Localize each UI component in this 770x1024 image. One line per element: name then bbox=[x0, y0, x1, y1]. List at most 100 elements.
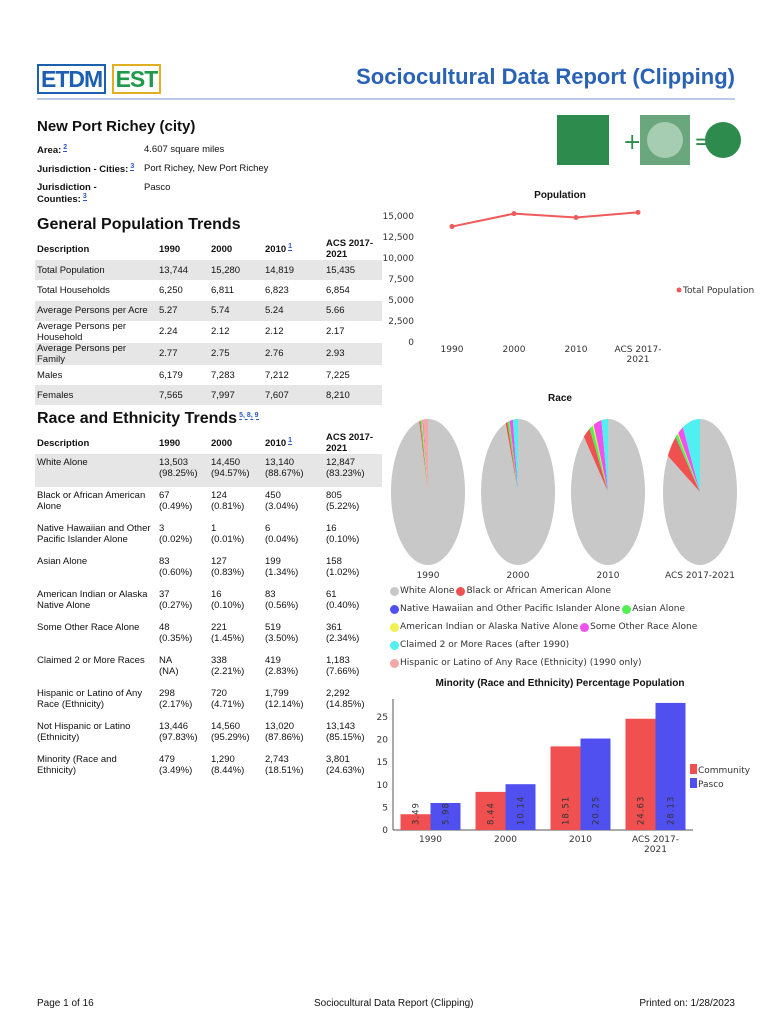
reference[interactable]: 5, 8, 9 bbox=[239, 411, 259, 420]
legend-swatch bbox=[390, 641, 399, 650]
info-row: Area: 2 4.607 square miles bbox=[37, 144, 268, 163]
cell-value: Black or African American Alone bbox=[37, 490, 146, 512]
reference[interactable]: 1 bbox=[288, 436, 293, 445]
legend-swatch bbox=[622, 605, 632, 614]
legend-swatch bbox=[690, 778, 697, 788]
value-label: 18.51 bbox=[562, 796, 572, 825]
cell-text: Average Persons per Household bbox=[37, 320, 127, 343]
pie-slice bbox=[589, 425, 608, 492]
bar bbox=[400, 814, 431, 830]
table-cell: 450 (3.04%) bbox=[263, 487, 324, 520]
svg-text:=: = bbox=[694, 130, 712, 155]
pie-slice bbox=[419, 420, 428, 492]
table-cell: 2.12 bbox=[263, 321, 324, 343]
y-tick-label: 5,000 bbox=[388, 296, 414, 306]
table-cell: 419 (2.83%) bbox=[263, 652, 324, 685]
info-value: Pasco bbox=[144, 182, 171, 193]
table-cell: 14,450 (94.57%) bbox=[209, 454, 263, 487]
report-title: Sociocultural Data Report (Clipping) bbox=[356, 64, 735, 89]
value-label: 5.98 bbox=[442, 802, 452, 825]
column-header-text: Description bbox=[37, 437, 90, 449]
info-label-text: Jurisdiction - Cities: bbox=[37, 164, 129, 176]
info-value: 4.607 square miles bbox=[144, 144, 225, 155]
column-header-text: 2000 bbox=[211, 437, 233, 449]
table-cell: 15,280 bbox=[209, 260, 263, 280]
table-cell: 5.24 bbox=[263, 301, 324, 321]
cell-value: 124 bbox=[211, 490, 227, 501]
pie-slice bbox=[675, 434, 700, 492]
cell-percent: (98.25%) bbox=[159, 468, 198, 479]
table-row: Some Other Race Alone 48 (0.35%) 221 (1.45%)… bbox=[35, 619, 382, 652]
legend: White Alone Black or African American Alo… bbox=[390, 583, 745, 673]
table-cell: 14,819 bbox=[263, 260, 324, 280]
legend-label: Some Other Race Alone bbox=[590, 622, 698, 632]
bar bbox=[550, 746, 581, 830]
cell-value: 158 bbox=[326, 556, 342, 567]
cell-text: 15,280 bbox=[211, 264, 241, 276]
table-cell: 2,292 (14.85%) bbox=[324, 685, 382, 718]
table-row: American Indian or Alaska Native Alone 37… bbox=[35, 586, 382, 619]
cell-percent: (83.23%) bbox=[326, 468, 365, 479]
table-cell: 13,503 (98.25%) bbox=[157, 454, 209, 487]
cell-percent: (97.83%) bbox=[159, 732, 198, 743]
pie-slice bbox=[421, 419, 428, 492]
legend-label: Community bbox=[698, 766, 751, 776]
cell-value: 450 bbox=[265, 490, 281, 501]
marker bbox=[573, 215, 579, 221]
y-tick-label: 7,500 bbox=[388, 275, 414, 285]
pie-slice bbox=[667, 437, 700, 492]
pie-slice bbox=[423, 419, 428, 492]
column-header: 2010 1 bbox=[263, 238, 324, 260]
table-row: Total Population 13,744 15,280 14,819 15,435 bbox=[35, 260, 382, 281]
table-cell: 5.74 bbox=[209, 301, 263, 321]
marker bbox=[635, 209, 641, 215]
legend-item: Black or African American Alone bbox=[456, 585, 611, 598]
table-cell: 1 (0.01%) bbox=[209, 520, 263, 553]
y-tick-label: 25 bbox=[377, 713, 388, 723]
cell-percent: (5.22%) bbox=[326, 501, 360, 512]
table-cell: 6,811 bbox=[209, 280, 263, 300]
cell-value: 3,801 bbox=[326, 754, 350, 765]
cell-percent: (0.40%) bbox=[326, 600, 360, 611]
cell-text: Average Persons per Acre bbox=[37, 305, 148, 317]
cell-value: 519 bbox=[265, 622, 281, 633]
table-cell: 2.17 bbox=[324, 321, 382, 343]
table-cell: Males bbox=[35, 365, 157, 385]
reference[interactable]: 2 bbox=[63, 144, 68, 152]
cell-text: Total Population bbox=[37, 264, 105, 276]
section-title-text: Race and Ethnicity Trends bbox=[37, 410, 238, 427]
table-cell: 16 (0.10%) bbox=[209, 586, 263, 619]
value-label: 3.49 bbox=[412, 802, 422, 825]
table-row: White Alone 13,503 (98.25%) 14,450 (94.57%) 1… bbox=[35, 454, 382, 487]
cell-percent: (3.04%) bbox=[265, 501, 299, 512]
cell-value: 13,140 bbox=[265, 457, 295, 468]
reference[interactable]: 1 bbox=[288, 242, 293, 251]
cell-percent: (14.85%) bbox=[326, 699, 365, 710]
cell-percent: (3.49%) bbox=[159, 765, 193, 776]
table-cell: 7,225 bbox=[324, 365, 382, 385]
cell-value: 37 bbox=[159, 589, 170, 600]
table-row: Claimed 2 or More Races NA (NA) 338 (2.21%) 4… bbox=[35, 652, 382, 685]
value-label: 24.63 bbox=[637, 796, 647, 825]
legend-swatch bbox=[390, 623, 399, 632]
cell-text: 6,250 bbox=[159, 284, 183, 296]
reference[interactable]: 3 bbox=[82, 193, 87, 201]
cell-value: Claimed 2 or More Races bbox=[37, 655, 145, 666]
legend-item: Asian Alone bbox=[622, 603, 685, 616]
table-cell: Minority (Race and Ethnicity) bbox=[35, 751, 157, 784]
cell-text: 5.74 bbox=[211, 305, 230, 317]
reference[interactable]: 3 bbox=[130, 163, 135, 171]
cell-text: 2.77 bbox=[159, 348, 178, 360]
y-tick-label: 10 bbox=[377, 781, 389, 791]
x-tick-label: 2010 bbox=[564, 345, 588, 355]
column-header-text: 2010 bbox=[265, 438, 287, 450]
cell-percent: (0.35%) bbox=[159, 633, 193, 644]
cell-value: 2,743 bbox=[265, 754, 289, 765]
cell-value: 361 bbox=[326, 622, 342, 633]
table-row: Females 7,565 7,997 7,607 8,210 bbox=[35, 385, 382, 406]
table-cell: 2.77 bbox=[157, 343, 209, 365]
x-tick-label: 1990 bbox=[419, 835, 442, 845]
table-cell: Average Persons per Family bbox=[35, 343, 157, 365]
chart-title: Race bbox=[548, 393, 572, 404]
